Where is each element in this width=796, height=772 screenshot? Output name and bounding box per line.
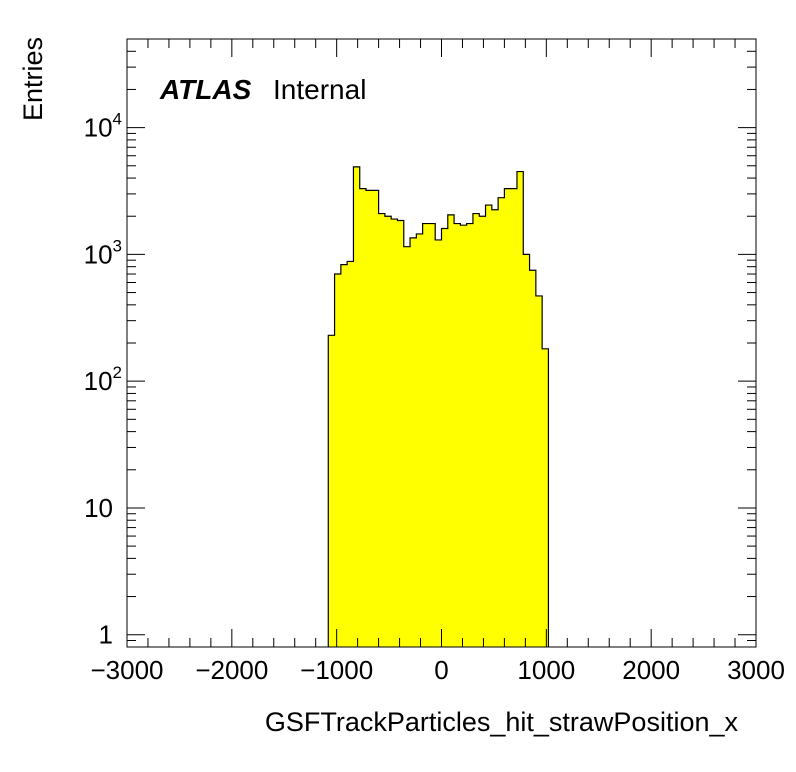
atlas-label: ATLAS Internal [159,74,366,105]
histogram-bin [498,197,505,647]
y-tick-label: 103 [84,236,122,269]
x-tick-label: 3000 [727,655,785,685]
histogram-bin [460,225,468,647]
y-tick-label: 1 [99,620,113,650]
histogram-outline [327,166,550,647]
histogram-bin [504,188,512,647]
histogram-bin [384,216,392,647]
histogram-bin [454,223,461,647]
histogram-bin [378,213,386,647]
atlas-label-internal: Internal [273,74,366,105]
histogram-bin [422,223,430,647]
x-tick-label: 2000 [622,655,680,685]
histogram-bin [366,190,373,647]
y-axis-label: Entries [18,37,48,121]
histogram-bin [529,270,537,647]
histogram-bin [416,233,424,647]
histogram-bin [372,190,379,647]
x-axis-label: GSFTrackParticles_hit_strawPosition_x [265,707,739,737]
x-tick-label: −3000 [90,655,163,685]
x-axis-ticks [126,39,757,647]
histogram-bin [491,209,499,648]
histogram-bin [340,264,348,647]
histogram-bin [510,188,518,647]
histogram-bin [447,214,455,647]
histogram-bin [397,220,405,648]
histogram-bin [359,188,367,647]
histogram-bin [516,171,524,647]
histogram-bin [472,213,480,647]
histogram-bin [410,237,417,647]
histogram-bars [327,166,550,648]
y-tick-label: 102 [84,363,122,396]
histogram-bin [353,166,361,647]
histogram-bin [523,254,530,647]
y-tick-label: 104 [84,110,122,143]
x-tick-label: −1000 [300,655,373,685]
histogram-bin [334,274,342,647]
y-tick-labels: 1 10 102 103 104 [84,110,122,650]
histogram-bin [391,219,398,647]
plot-frame [126,38,757,648]
histogram-bin [328,335,335,647]
x-tick-label: 1000 [517,655,575,685]
atlas-label-bold: ATLAS [159,74,252,105]
x-tick-labels: −3000 −2000 −1000 0 1000 2000 3000 [90,655,784,685]
histogram-bin [542,348,549,647]
histogram-bin [485,205,493,647]
histogram-bin [428,223,436,647]
histogram-bin [403,246,411,647]
histogram-bin [441,228,449,648]
y-tick-label: 10 [84,493,113,523]
histogram-bin [435,239,442,648]
x-tick-label: 0 [434,655,448,685]
histogram-bin [479,216,486,647]
histogram-bin [466,223,474,647]
histogram-bin [535,295,543,647]
x-tick-label: −2000 [195,655,268,685]
histogram-bin [347,261,354,647]
